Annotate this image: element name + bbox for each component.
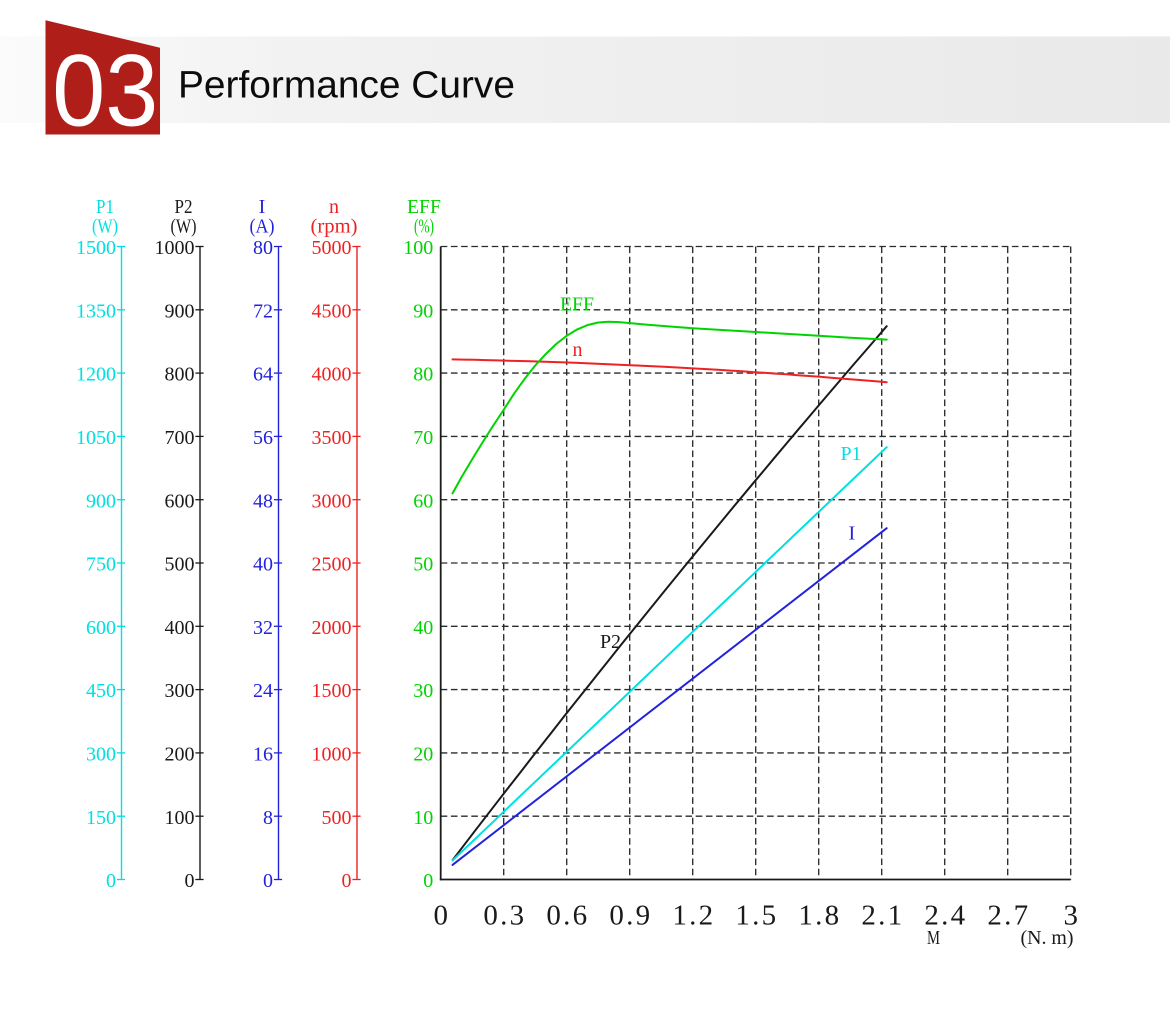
svg-text:5000: 5000 xyxy=(312,237,352,259)
svg-text:300: 300 xyxy=(165,680,195,702)
svg-text:16: 16 xyxy=(253,744,273,766)
svg-text:0: 0 xyxy=(423,870,433,892)
svg-text:400: 400 xyxy=(165,617,195,639)
svg-text:1350: 1350 xyxy=(76,300,116,322)
svg-text:100: 100 xyxy=(403,237,433,259)
svg-text:P2: P2 xyxy=(600,631,621,653)
svg-text:90: 90 xyxy=(413,300,433,322)
svg-text:750: 750 xyxy=(86,554,116,576)
svg-text:20: 20 xyxy=(413,744,433,766)
svg-text:80: 80 xyxy=(253,237,273,259)
svg-text:0: 0 xyxy=(342,870,352,892)
svg-text:(A): (A) xyxy=(250,216,275,238)
svg-text:150: 150 xyxy=(86,807,116,829)
svg-text:700: 700 xyxy=(165,427,195,449)
svg-text:0: 0 xyxy=(106,870,116,892)
svg-text:EFF: EFF xyxy=(407,196,441,218)
svg-text:0.6: 0.6 xyxy=(546,900,589,932)
svg-text:I: I xyxy=(848,523,855,545)
svg-text:40: 40 xyxy=(413,617,433,639)
svg-text:80: 80 xyxy=(413,364,433,386)
svg-text:1.8: 1.8 xyxy=(798,900,841,932)
svg-text:800: 800 xyxy=(165,364,195,386)
svg-text:40: 40 xyxy=(253,554,273,576)
svg-text:1.5: 1.5 xyxy=(735,900,778,932)
svg-text:3000: 3000 xyxy=(312,490,352,512)
svg-text:(W): (W) xyxy=(92,216,118,238)
svg-text:3500: 3500 xyxy=(312,427,352,449)
svg-text:1500: 1500 xyxy=(76,237,116,259)
svg-text:30: 30 xyxy=(413,680,433,702)
svg-text:I: I xyxy=(259,196,266,218)
svg-text:(%): (%) xyxy=(414,216,434,238)
svg-text:32: 32 xyxy=(253,617,273,639)
svg-text:1000: 1000 xyxy=(155,237,195,259)
svg-text:4500: 4500 xyxy=(312,300,352,322)
svg-text:60: 60 xyxy=(413,490,433,512)
svg-text:0: 0 xyxy=(433,900,448,932)
svg-text:24: 24 xyxy=(253,680,273,702)
svg-text:n: n xyxy=(329,196,339,218)
svg-text:Performance Curve: Performance Curve xyxy=(178,63,515,106)
svg-text:1000: 1000 xyxy=(312,744,352,766)
svg-text:1500: 1500 xyxy=(312,680,352,702)
svg-text:450: 450 xyxy=(86,680,116,702)
svg-text:0.9: 0.9 xyxy=(609,900,652,932)
svg-text:2500: 2500 xyxy=(312,554,352,576)
svg-text:500: 500 xyxy=(165,554,195,576)
svg-text:900: 900 xyxy=(86,490,116,512)
svg-text:3: 3 xyxy=(1063,900,1078,932)
svg-text:64: 64 xyxy=(253,364,273,386)
svg-text:P1: P1 xyxy=(96,196,114,218)
svg-text:72: 72 xyxy=(253,300,273,322)
svg-text:4000: 4000 xyxy=(312,364,352,386)
svg-text:600: 600 xyxy=(165,490,195,512)
svg-text:48: 48 xyxy=(253,490,273,512)
svg-text:(W): (W) xyxy=(171,216,197,238)
svg-text:EFF: EFF xyxy=(560,294,594,316)
svg-text:70: 70 xyxy=(413,427,433,449)
svg-text:2.4: 2.4 xyxy=(924,900,967,932)
svg-text:03: 03 xyxy=(52,34,158,148)
svg-text:100: 100 xyxy=(165,807,195,829)
svg-text:1200: 1200 xyxy=(76,364,116,386)
svg-text:P2: P2 xyxy=(175,196,193,218)
svg-text:500: 500 xyxy=(322,807,352,829)
svg-text:10: 10 xyxy=(413,807,433,829)
svg-text:200: 200 xyxy=(165,744,195,766)
svg-text:0: 0 xyxy=(185,870,195,892)
svg-text:300: 300 xyxy=(86,744,116,766)
svg-text:0: 0 xyxy=(263,870,273,892)
svg-text:56: 56 xyxy=(253,427,273,449)
svg-text:(rpm): (rpm) xyxy=(311,216,358,238)
svg-text:M: M xyxy=(927,927,940,949)
svg-text:0.3: 0.3 xyxy=(483,900,526,932)
svg-text:1.2: 1.2 xyxy=(672,900,715,932)
svg-text:2.7: 2.7 xyxy=(987,900,1030,932)
svg-text:1050: 1050 xyxy=(76,427,116,449)
svg-text:900: 900 xyxy=(165,300,195,322)
svg-text:P1: P1 xyxy=(840,443,861,465)
svg-text:600: 600 xyxy=(86,617,116,639)
svg-text:(N. m): (N. m) xyxy=(1021,927,1074,949)
svg-text:2.1: 2.1 xyxy=(861,900,904,932)
svg-text:n: n xyxy=(573,339,583,361)
svg-text:2000: 2000 xyxy=(312,617,352,639)
svg-text:8: 8 xyxy=(263,807,273,829)
svg-text:50: 50 xyxy=(413,554,433,576)
